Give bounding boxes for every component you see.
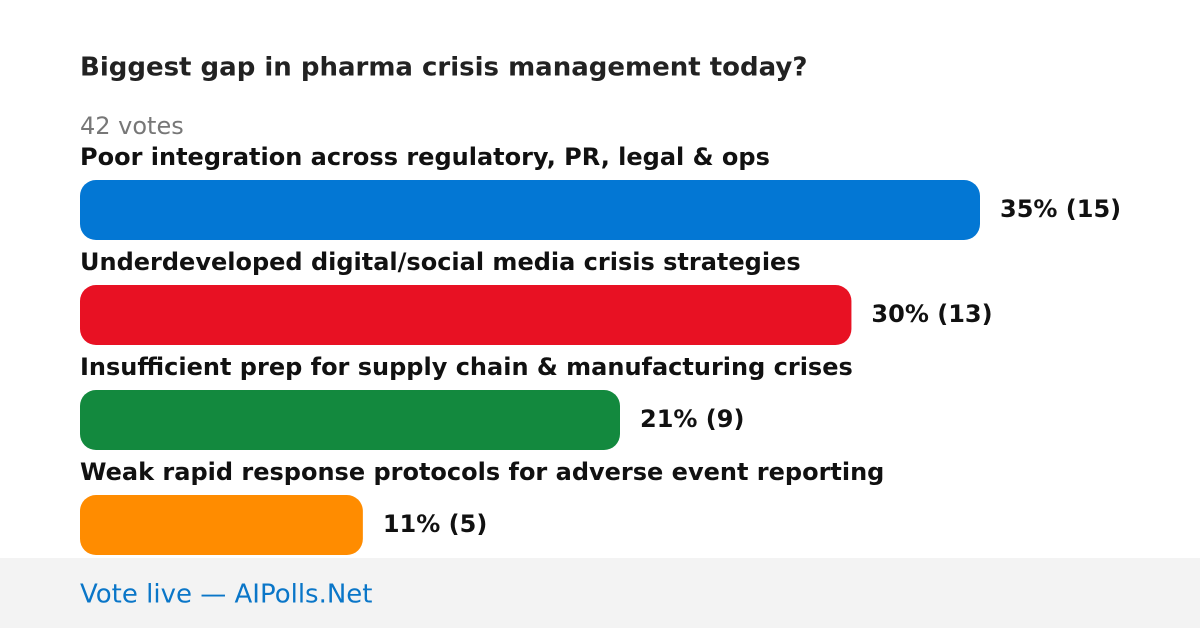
- bar: [80, 390, 620, 450]
- option-label: Weak rapid response protocols for advers…: [80, 458, 884, 486]
- option-label: Poor integration across regulatory, PR, …: [80, 143, 770, 171]
- vote-count: 42 votes: [80, 112, 184, 140]
- footer-band: [0, 558, 1200, 628]
- bar: [80, 495, 363, 555]
- bar: [80, 285, 852, 345]
- value-label: 21% (9): [640, 405, 744, 433]
- option-label: Insufficient prep for supply chain & man…: [80, 353, 853, 381]
- value-label: 30% (13): [871, 300, 992, 328]
- option-label: Underdeveloped digital/social media cris…: [80, 248, 801, 276]
- footer-link[interactable]: Vote live — AIPolls.Net: [80, 580, 373, 610]
- value-label: 35% (15): [1000, 195, 1121, 223]
- poll-title: Biggest gap in pharma crisis management …: [80, 53, 807, 83]
- bar: [80, 180, 980, 240]
- value-label: 11% (5): [383, 510, 487, 538]
